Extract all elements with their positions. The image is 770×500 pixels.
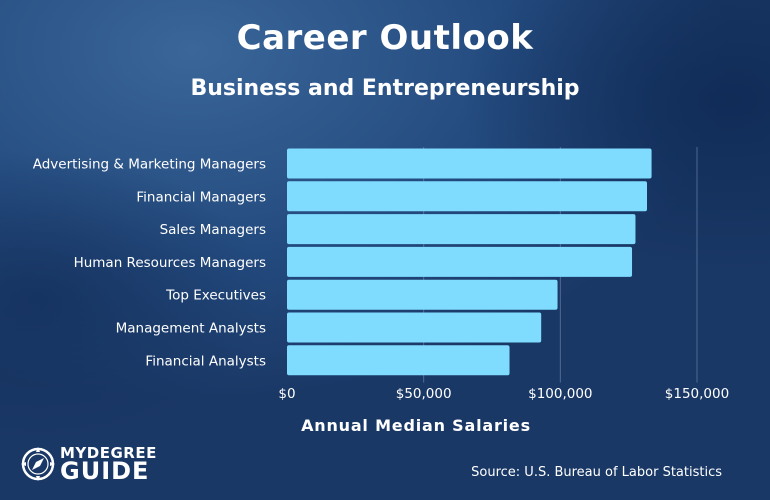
category-label: Human Resources Managers <box>74 255 266 271</box>
tick-label: $50,000 <box>396 386 452 402</box>
bar <box>287 148 652 179</box>
logo-text-top: MYDEGREE <box>60 444 157 462</box>
chart-subtitle: Business and Entrepreneurship <box>190 76 580 101</box>
logo-text-bottom: GUIDE <box>60 457 150 485</box>
tick-label: $0 <box>278 386 295 402</box>
x-axis-label: Annual Median Salaries <box>301 416 531 435</box>
bar <box>287 181 648 212</box>
bar <box>287 345 510 376</box>
category-label: Financial Analysts <box>145 353 266 369</box>
tick-label: $150,000 <box>665 386 729 402</box>
category-label: Sales Managers <box>160 222 266 238</box>
bar <box>287 312 542 343</box>
bar <box>287 279 558 310</box>
chart-title: Career Outlook <box>236 18 534 58</box>
compass-icon <box>21 447 55 481</box>
bar <box>287 246 633 277</box>
source-note: Source: U.S. Bureau of Labor Statistics <box>471 465 722 480</box>
logo: MYDEGREE GUIDE <box>20 444 156 488</box>
category-label: Financial Managers <box>136 189 266 205</box>
category-label: Management Analysts <box>116 321 266 337</box>
category-label: Top Executives <box>165 288 266 304</box>
bar <box>287 214 636 245</box>
tick-label: $100,000 <box>528 386 592 402</box>
category-label: Advertising & Marketing Managers <box>33 157 266 173</box>
